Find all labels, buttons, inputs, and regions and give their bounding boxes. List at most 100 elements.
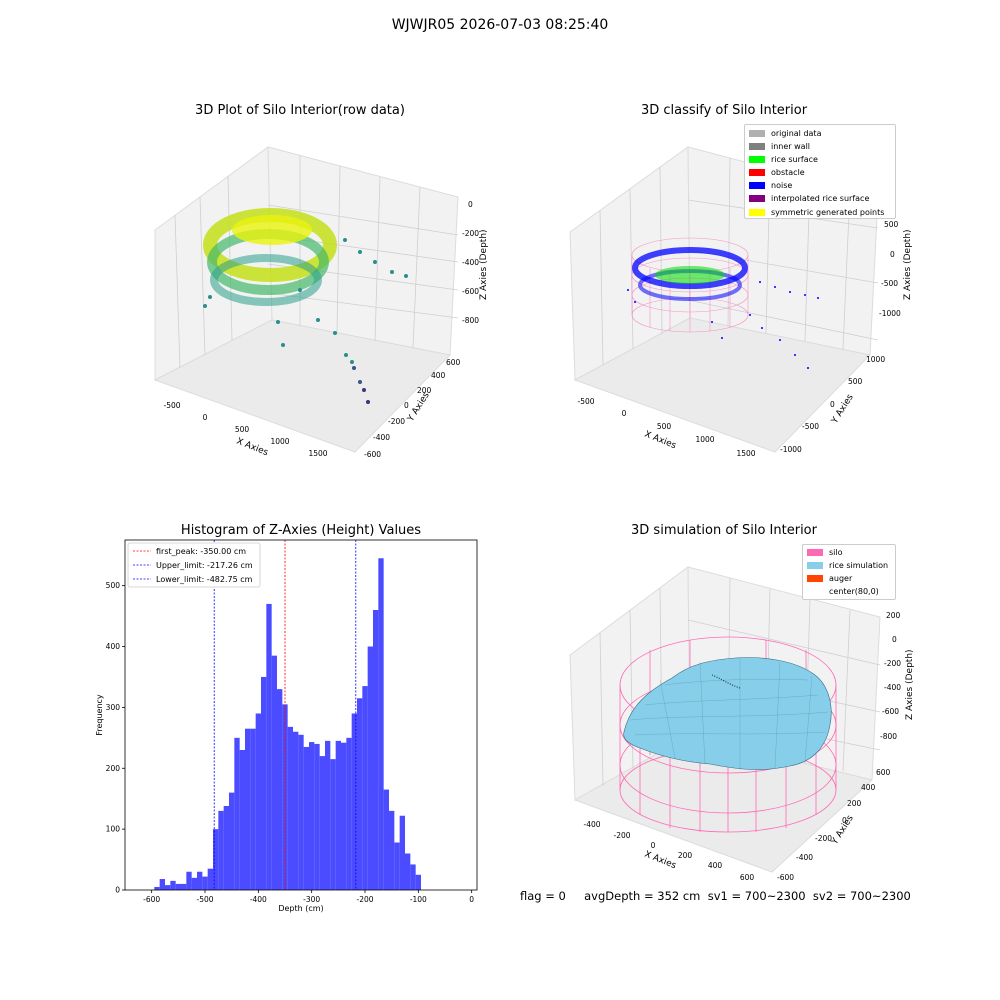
x-tick-label: -400 xyxy=(250,895,267,904)
histogram-bar xyxy=(373,610,379,890)
histogram-bar xyxy=(389,810,395,890)
histogram-bar xyxy=(170,880,176,890)
legend-swatch-rice-surface xyxy=(749,156,765,164)
panel1-x-label: X Axies xyxy=(235,437,270,459)
histogram-bar xyxy=(202,876,208,890)
histogram-bar xyxy=(154,886,160,890)
histogram-bar xyxy=(351,713,357,890)
panel1-points xyxy=(203,208,408,404)
histogram-bar xyxy=(394,842,400,890)
raw-data-3d-plot: -500 0 500 1000 1500 -600 -400 -200 0 20… xyxy=(153,146,489,459)
svg-text:-200: -200 xyxy=(613,831,630,840)
svg-text:-600: -600 xyxy=(777,873,794,882)
svg-text:0: 0 xyxy=(203,413,208,422)
panel1-x-ticks: -500 0 500 1000 1500 xyxy=(163,401,327,458)
svg-text:-800: -800 xyxy=(462,316,479,325)
svg-text:-500: -500 xyxy=(802,422,819,431)
panel2-legend: original data inner wall rice surface ob… xyxy=(744,124,896,219)
svg-text:0: 0 xyxy=(892,635,897,644)
svg-text:-500: -500 xyxy=(881,279,898,288)
histogram-x-label: Depth (cm) xyxy=(278,904,323,913)
panel1-grid xyxy=(174,156,459,369)
histogram-bar xyxy=(197,871,203,890)
panel2-x-ticks: -500 0 500 1000 1500 xyxy=(577,397,755,458)
histogram-bar xyxy=(399,815,405,890)
histogram-bar xyxy=(309,742,315,890)
histogram-bar xyxy=(261,676,267,890)
histogram-bar xyxy=(175,883,181,890)
legend-upper-limit: Upper_limit: -217.26 cm xyxy=(156,561,253,570)
panel4-y-ticks: -600 -400 -200 0 200 400 600 xyxy=(777,768,891,882)
panel1-title: 3D Plot of Silo Interior(row data) xyxy=(195,103,405,118)
svg-text:200: 200 xyxy=(847,799,862,808)
panel1-y-ticks: -600 -400 -200 0 200 400 600 xyxy=(364,358,461,459)
legend-swatch-noise xyxy=(749,182,765,190)
y-tick-label: 0 xyxy=(115,886,120,895)
panel3-title: Histogram of Z-Axies (Height) Values xyxy=(180,523,422,538)
svg-text:600: 600 xyxy=(740,873,755,882)
svg-text:0: 0 xyxy=(404,401,409,410)
panel1-z-label: Z Axies (Depth) xyxy=(479,229,489,300)
histogram-bar xyxy=(319,756,325,890)
svg-text:-200: -200 xyxy=(884,659,901,668)
legend-swatch-symmetric xyxy=(749,208,765,216)
histogram-bar xyxy=(298,734,304,890)
panel1-z-ticks: 0 -200 -400 -600 -800 xyxy=(462,200,479,325)
svg-text:-400: -400 xyxy=(583,820,600,829)
svg-text:0: 0 xyxy=(622,409,627,418)
histogram-bar xyxy=(223,806,229,890)
legend-swatch-silo xyxy=(807,549,823,556)
legend-swatch-auger xyxy=(807,575,823,582)
svg-text:-200: -200 xyxy=(815,834,832,843)
histogram-bar xyxy=(330,759,336,890)
histogram-bar xyxy=(378,558,384,890)
histogram-bar xyxy=(165,885,171,890)
svg-text:-600: -600 xyxy=(364,450,381,459)
svg-text:0: 0 xyxy=(890,250,895,259)
histogram-bar xyxy=(245,728,251,890)
histogram-x-ticks: -600 -500 -400 -300 -200 -100 0 xyxy=(143,890,474,904)
classified-3d-plot: -500 0 500 1000 1500 -1000 -500 0 500 10… xyxy=(569,146,913,458)
x-tick-label: -300 xyxy=(303,895,320,904)
panel2-y-label: Y Axies xyxy=(830,392,856,426)
svg-text:-400: -400 xyxy=(373,433,390,442)
histogram-bar xyxy=(229,792,235,890)
x-tick-label: -200 xyxy=(356,895,373,904)
panel2-points xyxy=(627,247,819,369)
histogram-bar xyxy=(405,853,411,890)
panel1-axes-box xyxy=(153,146,459,453)
y-tick-label: 500 xyxy=(106,581,121,590)
histogram-legend: first_peak: -350.00 cm Upper_limit: -217… xyxy=(127,542,261,588)
panel4-x-label: X Axies xyxy=(643,850,678,872)
y-tick-label: 300 xyxy=(106,703,121,712)
svg-text:200: 200 xyxy=(417,386,432,395)
legend-swatch-inner-wall xyxy=(749,143,765,151)
svg-text:600: 600 xyxy=(446,358,461,367)
histogram-bar xyxy=(250,728,256,890)
histogram-vlines xyxy=(213,540,357,890)
histogram-bar xyxy=(266,603,272,890)
svg-text:600: 600 xyxy=(876,768,891,777)
svg-text:0: 0 xyxy=(651,841,656,850)
svg-text:400: 400 xyxy=(708,861,723,870)
histogram-bar xyxy=(362,686,368,890)
x-tick-label: -600 xyxy=(143,895,160,904)
histogram-bar xyxy=(287,726,293,890)
x-tick-label: 0 xyxy=(469,895,474,904)
svg-text:1000: 1000 xyxy=(866,355,885,364)
histogram-frame xyxy=(124,539,478,891)
svg-text:-200: -200 xyxy=(388,417,405,426)
legend-swatch-obstacle xyxy=(749,169,765,177)
panel2-x-label: X Axies xyxy=(643,430,678,452)
histogram-bar xyxy=(325,740,331,890)
simulation-3d-plot: -400 -200 0 200 400 600 -600 -400 -200 0… xyxy=(569,566,915,882)
histogram-bar xyxy=(159,879,165,890)
svg-text:500: 500 xyxy=(848,377,863,386)
histogram-y-label: Frequency xyxy=(95,694,104,736)
svg-text:1000: 1000 xyxy=(695,435,714,444)
svg-text:-500: -500 xyxy=(163,401,180,410)
histogram-bar xyxy=(255,713,261,890)
legend-swatch-original-data xyxy=(749,130,765,137)
x-tick-label: -500 xyxy=(196,895,213,904)
histogram-bar xyxy=(271,655,277,890)
